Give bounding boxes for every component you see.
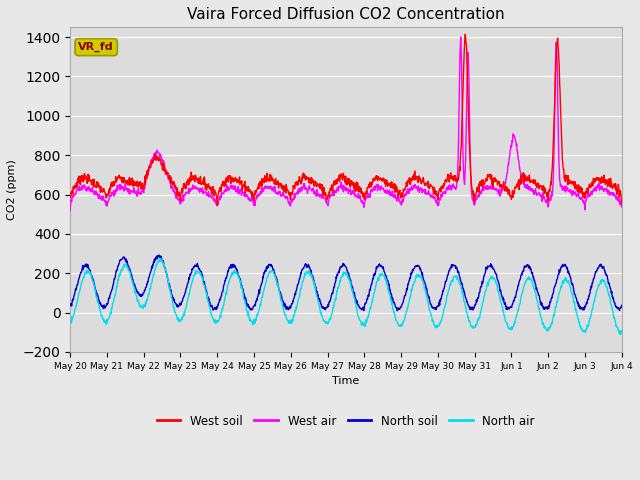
X-axis label: Time: Time [332,376,360,386]
Y-axis label: CO2 (ppm): CO2 (ppm) [7,159,17,220]
Title: Vaira Forced Diffusion CO2 Concentration: Vaira Forced Diffusion CO2 Concentration [187,7,505,22]
Text: VR_fd: VR_fd [78,42,114,52]
Legend: West soil, West air, North soil, North air: West soil, West air, North soil, North a… [152,410,540,432]
